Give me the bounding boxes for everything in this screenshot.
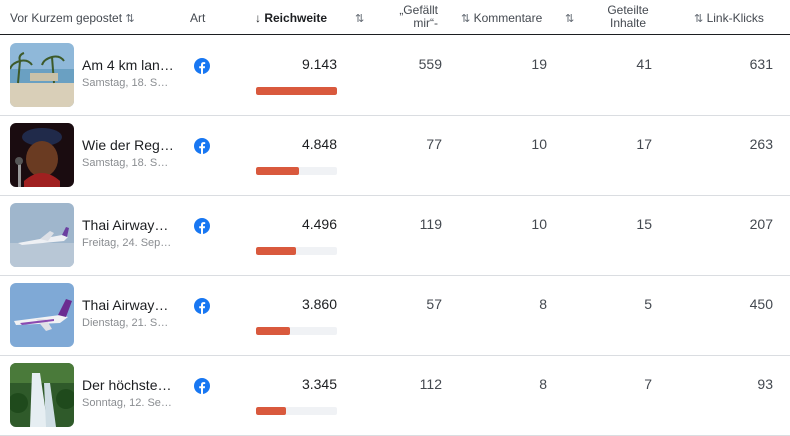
header-likes-line1: „Gefällt: [399, 3, 438, 17]
post-title[interactable]: Wie der Regg…: [82, 137, 174, 153]
sort-icon: ⇅: [125, 13, 135, 25]
facebook-icon: [194, 378, 210, 394]
table-row[interactable]: Am 4 km lan… Samstag, 18. S… 9.143 559 19 41 6…: [0, 35, 790, 116]
shares-value: 17: [636, 136, 652, 152]
link-clicks-value: 263: [749, 136, 773, 152]
comments-value: 10: [531, 136, 547, 152]
post-date: Samstag, 18. S…: [82, 157, 169, 169]
header-shares-sort[interactable]: ⇅: [565, 12, 574, 26]
likes-value: 77: [426, 136, 442, 152]
comments-value: 19: [531, 56, 547, 72]
reach-bar-fill: [256, 167, 299, 175]
likes-value: 559: [418, 56, 442, 72]
table-row[interactable]: Wie der Regg… Samstag, 18. S… 4.848 77 10 17 2…: [0, 115, 790, 196]
reach-bar: [256, 327, 337, 335]
post-date: Freitag, 24. Sep…: [82, 237, 172, 249]
header-shares-line1: Geteilte: [607, 3, 649, 17]
reach-bar: [256, 407, 337, 415]
sort-icon: ⇅: [565, 13, 575, 25]
header-shares-line2: Inhalte: [609, 16, 647, 30]
facebook-icon: [194, 298, 210, 314]
header-type-label: Art: [190, 11, 206, 25]
facebook-icon: [194, 218, 210, 234]
post-date: Sonntag, 12. Se…: [82, 397, 172, 409]
link-clicks-value: 631: [749, 56, 773, 72]
table-header: Vor Kurzem gepostet ⇅ Art ↓ Reichweite ⇅…: [0, 0, 790, 35]
sort-icon: ⇅: [461, 13, 471, 25]
post-title[interactable]: Der höchste …: [82, 377, 174, 393]
sort-icon: ⇅: [694, 13, 704, 25]
post-thumbnail[interactable]: [10, 43, 74, 107]
header-link-clicks[interactable]: ⇅ Link-Klicks: [694, 12, 764, 26]
comments-value: 8: [539, 376, 547, 392]
header-recent[interactable]: Vor Kurzem gepostet ⇅: [10, 12, 135, 26]
header-shares: Geteilte Inhalte: [604, 4, 652, 30]
post-date: Dienstag, 21. S…: [82, 317, 169, 329]
header-reach-label: Reichweite: [264, 11, 328, 25]
reach-value: 4.496: [301, 216, 337, 232]
header-link-clicks-label: Link-Klicks: [706, 11, 764, 25]
header-recent-label: Vor Kurzem gepostet: [10, 11, 123, 25]
post-thumbnail[interactable]: [10, 363, 74, 427]
reach-value: 9.143: [301, 56, 337, 72]
link-clicks-value: 207: [749, 216, 773, 232]
reach-bar: [256, 87, 337, 95]
shares-value: 5: [644, 296, 652, 312]
likes-value: 57: [426, 296, 442, 312]
shares-value: 41: [636, 56, 652, 72]
sort-icon: ⇅: [355, 13, 365, 25]
table-row[interactable]: Der höchste … Sonntag, 12. Se… 3.345 112 8 7 9…: [0, 355, 790, 436]
post-title[interactable]: Am 4 km lan…: [82, 57, 174, 73]
sort-desc-icon: ↓: [255, 11, 261, 25]
shares-value: 15: [636, 216, 652, 232]
post-title[interactable]: Thai Airways…: [82, 217, 174, 233]
likes-value: 119: [419, 216, 442, 232]
table-row[interactable]: Thai Airways… Dienstag, 21. S… 3.860 57 8 5 45…: [0, 275, 790, 356]
reach-bar: [256, 167, 337, 175]
header-likes: „Gefällt mir“-: [396, 4, 438, 30]
header-comments[interactable]: ⇅ Kommentare: [461, 12, 542, 26]
comments-value: 10: [531, 216, 547, 232]
header-likes-line2: mir“-: [413, 16, 438, 30]
reach-bar-fill: [256, 87, 337, 95]
shares-value: 7: [644, 376, 652, 392]
facebook-icon: [194, 138, 210, 154]
reach-bar-fill: [256, 247, 296, 255]
reach-value: 4.848: [301, 136, 337, 152]
header-type: Art: [190, 12, 205, 25]
table-row[interactable]: Thai Airways… Freitag, 24. Sep… 4.496 119 10…: [0, 195, 790, 276]
facebook-icon: [194, 58, 210, 74]
post-thumbnail[interactable]: [10, 203, 74, 267]
post-title[interactable]: Thai Airways…: [82, 297, 174, 313]
reach-bar: [256, 247, 337, 255]
reach-value: 3.345: [301, 376, 337, 392]
post-date: Samstag, 18. S…: [82, 77, 169, 89]
post-thumbnail[interactable]: [10, 123, 74, 187]
post-thumbnail[interactable]: [10, 283, 74, 347]
reach-bar-fill: [256, 327, 291, 335]
link-clicks-value: 450: [749, 296, 773, 312]
header-reach[interactable]: ↓ Reichweite: [255, 12, 327, 25]
reach-value: 3.860: [301, 296, 337, 312]
link-clicks-value: 93: [757, 376, 773, 392]
header-likes-sort[interactable]: ⇅: [355, 12, 364, 26]
likes-value: 112: [419, 376, 442, 392]
reach-bar-fill: [256, 407, 286, 415]
header-comments-label: Kommentare: [473, 11, 543, 25]
comments-value: 8: [539, 296, 547, 312]
